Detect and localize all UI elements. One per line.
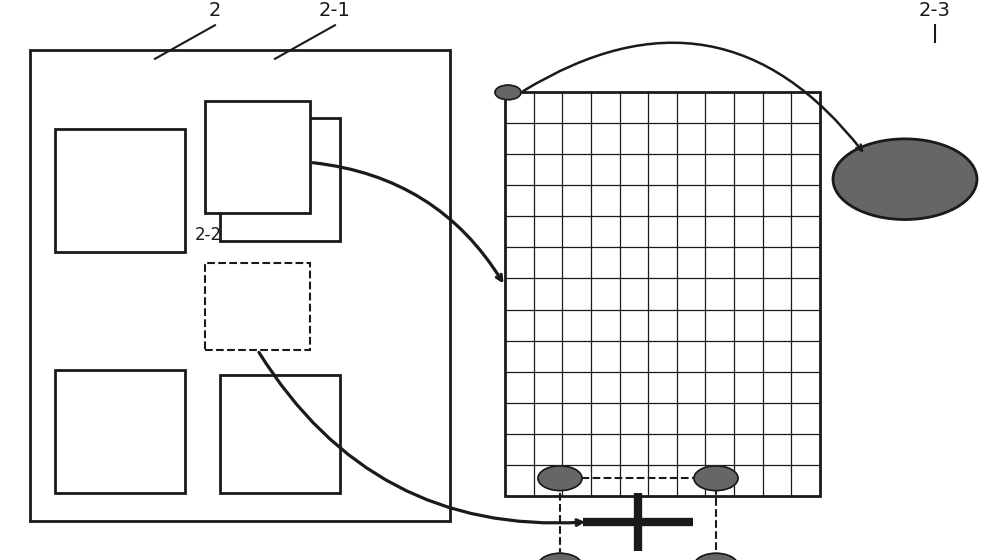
- Circle shape: [833, 139, 977, 220]
- Text: 2-3: 2-3: [919, 1, 951, 20]
- Text: 2-2: 2-2: [195, 226, 222, 244]
- Bar: [220, 375, 340, 493]
- Circle shape: [538, 466, 582, 491]
- Text: 2-1: 2-1: [319, 1, 351, 20]
- Bar: [205, 101, 310, 213]
- Circle shape: [538, 553, 582, 560]
- Bar: [505, 92, 820, 496]
- Circle shape: [694, 466, 738, 491]
- Circle shape: [694, 553, 738, 560]
- Bar: [55, 129, 185, 252]
- Text: 2: 2: [209, 1, 221, 20]
- Bar: [560, 478, 716, 560]
- Bar: [55, 370, 185, 493]
- Bar: [205, 263, 310, 350]
- Bar: [220, 118, 340, 241]
- Bar: [30, 50, 450, 521]
- Circle shape: [495, 85, 521, 100]
